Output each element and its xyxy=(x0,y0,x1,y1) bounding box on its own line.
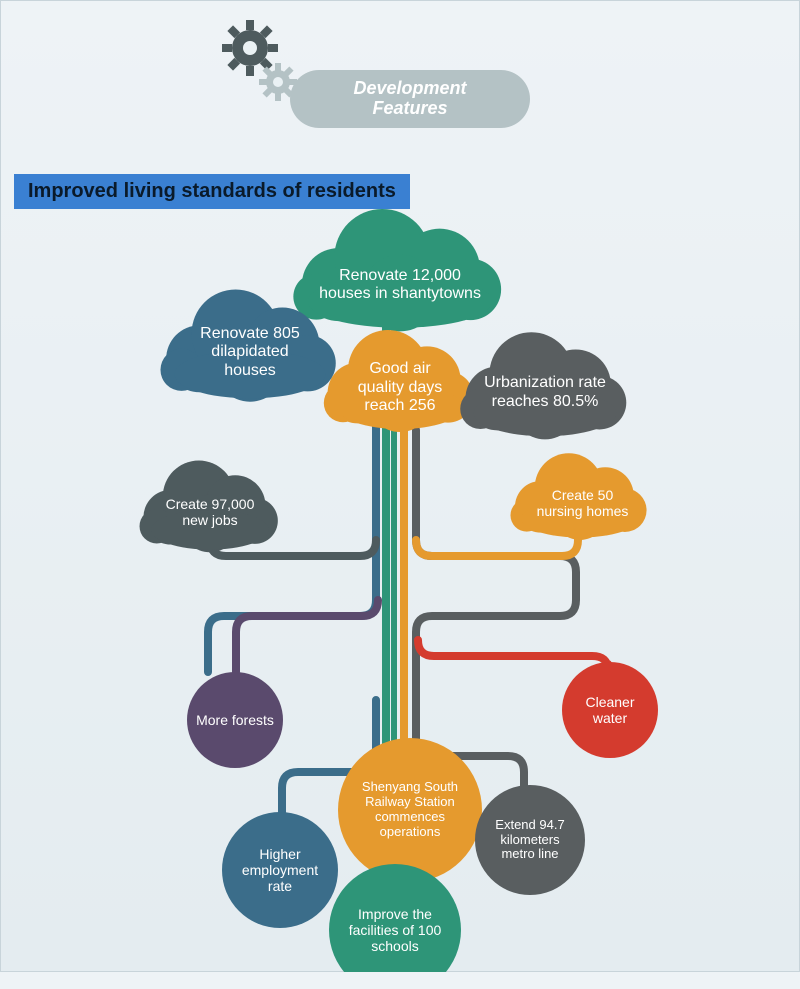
label-cleaner-water: Cleaner water xyxy=(567,667,653,753)
label-railway-station: Shenyang South Railway Station commences… xyxy=(345,745,475,875)
label-air-quality: Good air quality days reach 256 xyxy=(345,358,455,418)
label-metro: Extend 94.7 kilometers metro line xyxy=(481,791,580,890)
label-employment-rate: Higher employment rate xyxy=(228,818,332,922)
label-nursing-homes: Create 50 nursing homes xyxy=(525,483,640,523)
label-urbanization: Urbanization rate reaches 80.5% xyxy=(480,365,610,420)
label-renovate-12000: Renovate 12,000 houses in shantytowns xyxy=(310,255,490,315)
label-renovate-805: Renovate 805 dilapidated houses xyxy=(180,325,320,380)
label-schools: Improve the facilities of 100 schools xyxy=(336,871,455,989)
label-more-forests: More forests xyxy=(192,677,278,763)
label-new-jobs: Create 97,000 new jobs xyxy=(152,492,268,532)
